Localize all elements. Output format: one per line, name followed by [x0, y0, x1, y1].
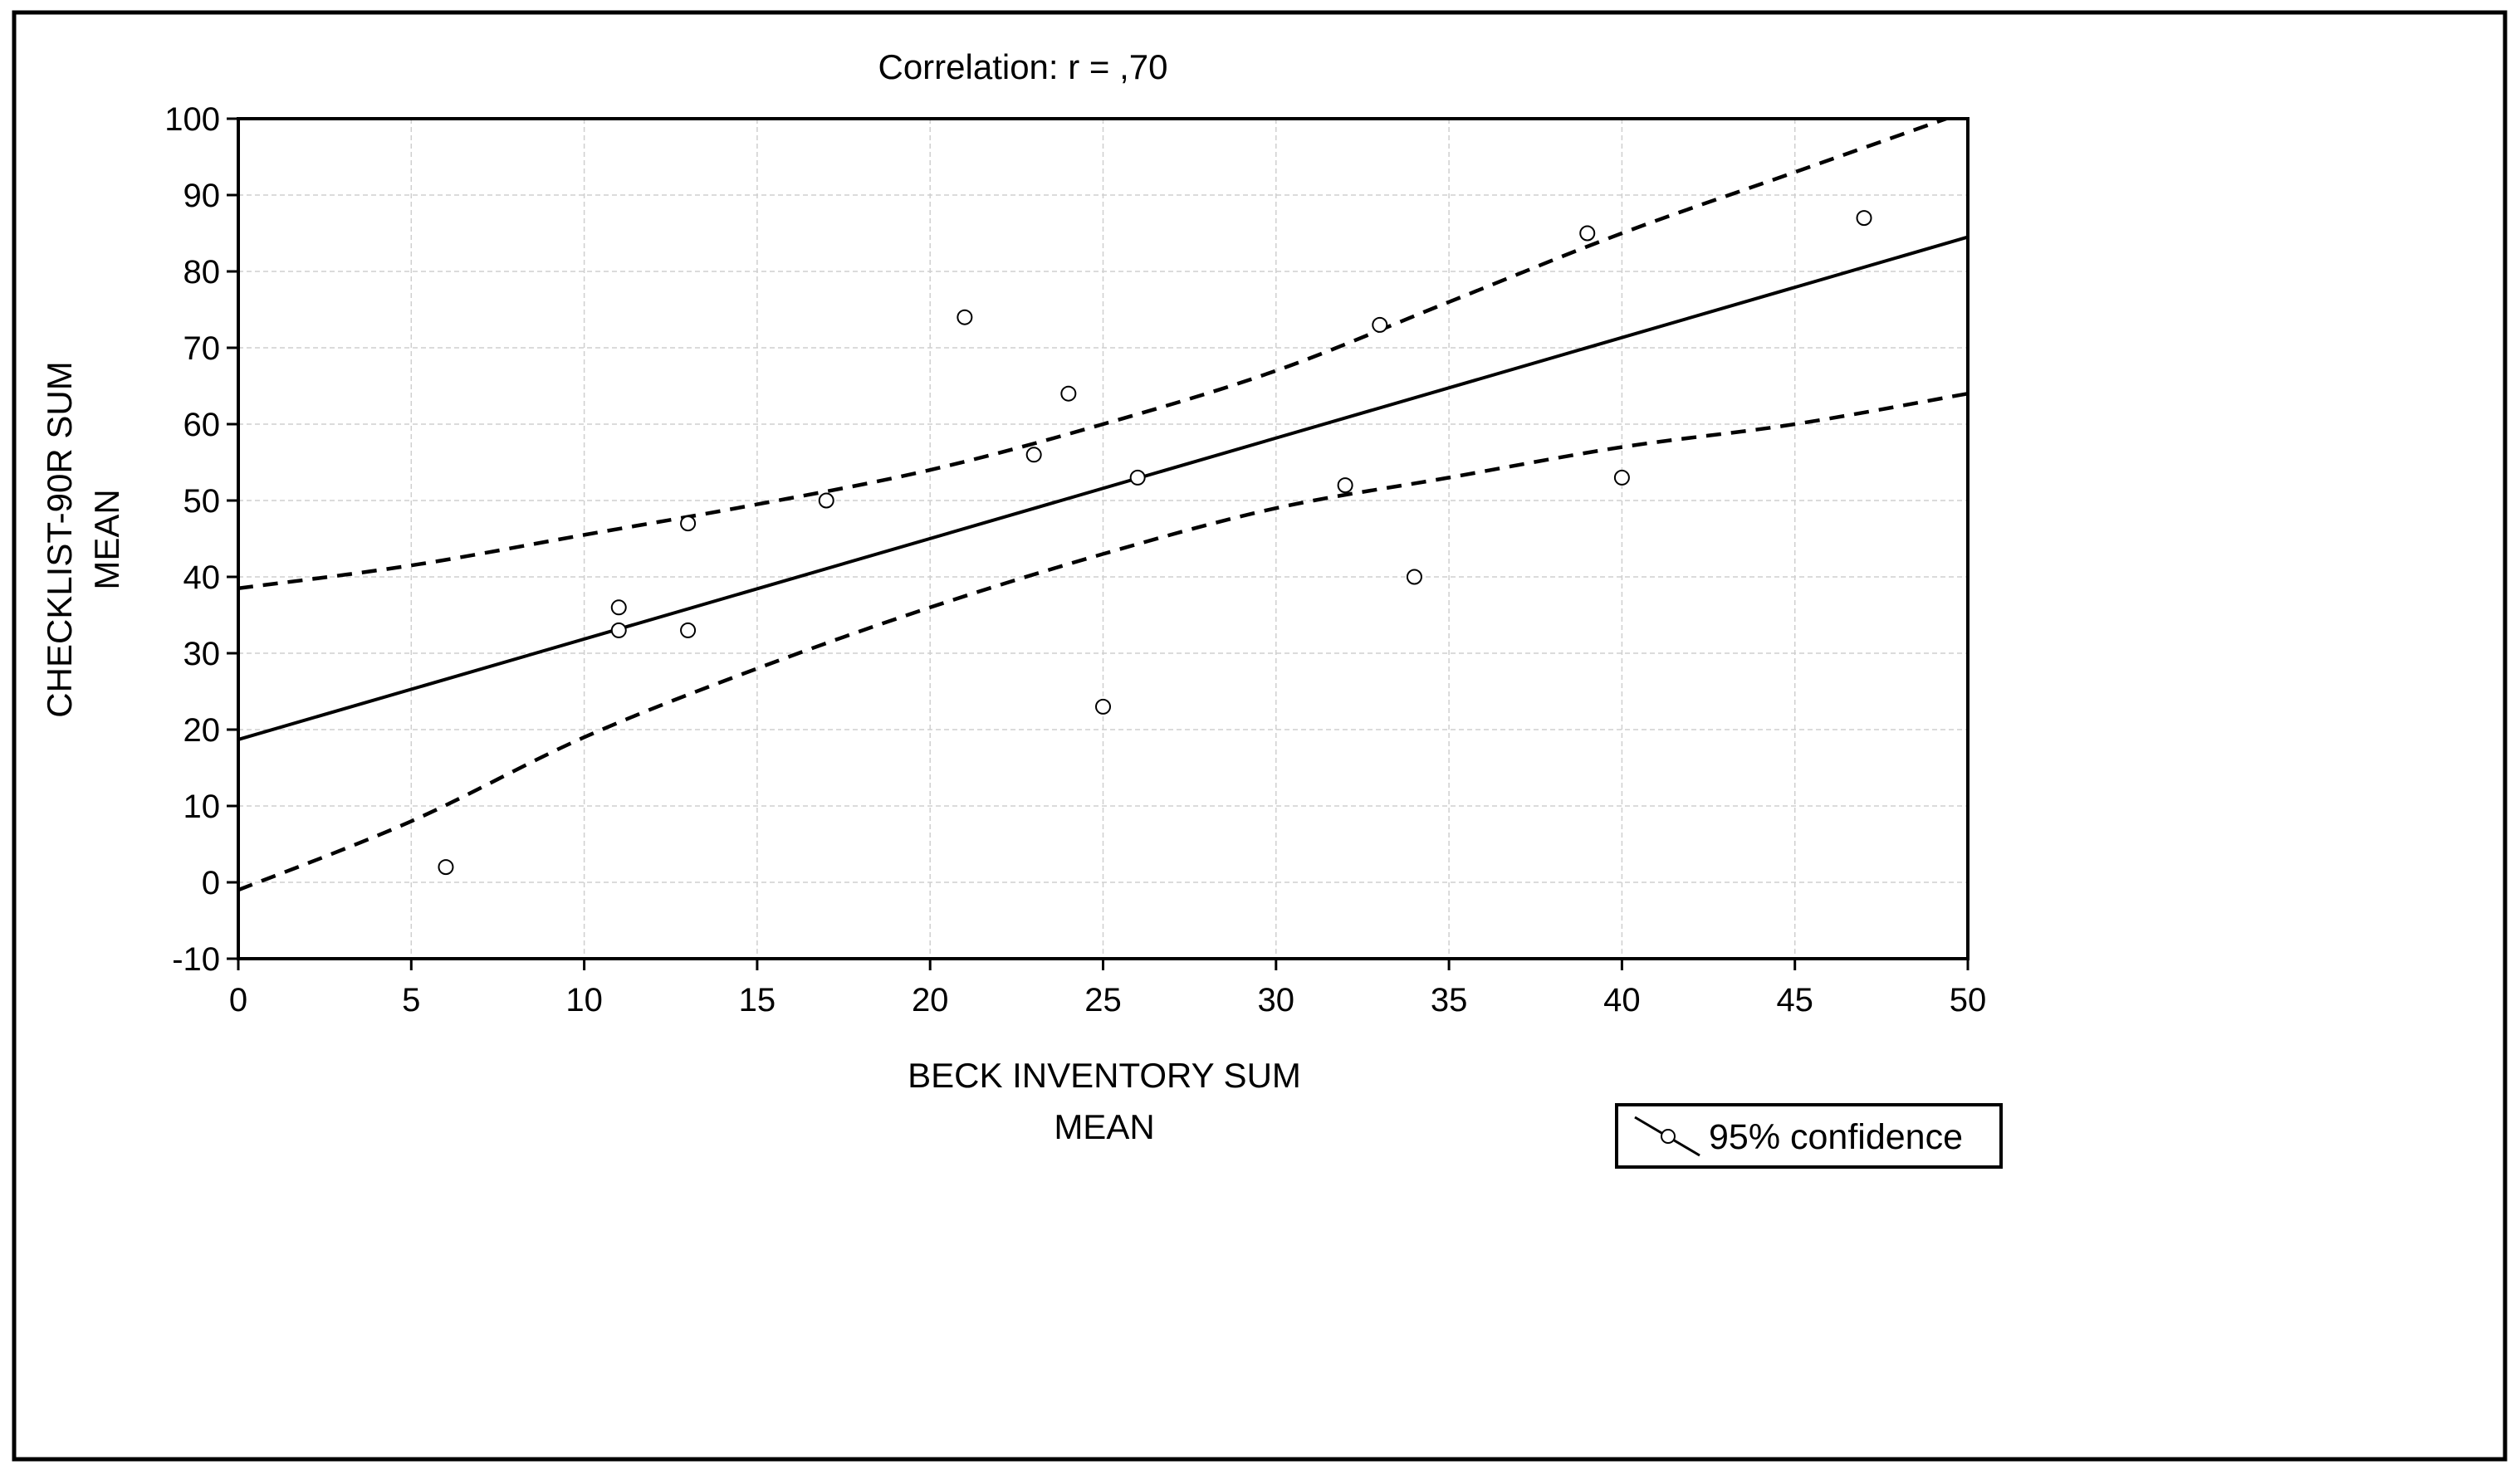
data-point-2 — [610, 622, 627, 638]
x-tick-label: 25 — [1084, 982, 1122, 1018]
y-tick-label: 40 — [183, 559, 221, 596]
grid-lines — [238, 119, 1968, 959]
data-point-5 — [818, 492, 834, 509]
y-tick-label: 80 — [183, 254, 221, 291]
x-tick-label: 40 — [1603, 982, 1641, 1018]
figure-frame — [12, 10, 2508, 1462]
x-tick-label: 30 — [1258, 982, 1295, 1018]
data-point-12 — [1372, 316, 1388, 333]
chart-title: Correlation: r = ,70 — [878, 47, 1167, 86]
y-axis-title-line-2: MEAN — [87, 489, 126, 589]
x-tick-label: 20 — [912, 982, 949, 1018]
x-tick-label: 50 — [1950, 982, 1987, 1018]
data-point-16 — [1856, 210, 1872, 227]
y-tick-label: 10 — [183, 789, 221, 825]
ci-lower-line — [238, 391, 1968, 892]
data-point-6 — [957, 309, 973, 325]
y-axis: -10 0 10 20 30 40 50 60 70 80 90 100 — [164, 101, 238, 978]
ci-upper-line — [238, 119, 1952, 591]
data-point-13 — [1406, 569, 1422, 585]
legend: 95% confidence — [1615, 1103, 2003, 1169]
data-point-10 — [1129, 469, 1146, 486]
y-tick-label: 60 — [183, 407, 221, 443]
data-point-14 — [1579, 225, 1596, 242]
x-tick-label: 0 — [229, 982, 247, 1018]
data-point-3 — [680, 515, 697, 532]
x-tick-label: 10 — [565, 982, 603, 1018]
data-point-8 — [1060, 385, 1077, 402]
x-axis: 0 5 10 15 20 25 30 35 40 45 50 — [229, 959, 1986, 1018]
y-tick-label: 30 — [183, 636, 221, 672]
y-tick-label: 70 — [183, 330, 221, 367]
data-point-4 — [680, 622, 697, 638]
y-tick-label: -10 — [172, 941, 220, 978]
x-axis-title-line-2: MEAN — [1054, 1107, 1154, 1146]
series-layer — [237, 119, 1969, 892]
y-axis-title-line-1: CHECKLIST-90R SUM — [40, 361, 79, 717]
x-tick-label: 5 — [402, 982, 420, 1018]
data-point-0 — [438, 859, 454, 876]
x-tick-label: 45 — [1776, 982, 1813, 1018]
data-point-1 — [610, 599, 627, 616]
data-point-7 — [1025, 447, 1042, 463]
y-tick-label: 100 — [164, 101, 220, 138]
legend-box — [1615, 1103, 2003, 1169]
data-point-9 — [1095, 698, 1111, 715]
legend-label: 95% confidence — [1709, 1117, 1963, 1157]
y-tick-label: 0 — [202, 865, 220, 901]
regression-line — [237, 235, 1969, 741]
data-point-11 — [1337, 477, 1353, 494]
x-tick-label: 35 — [1431, 982, 1468, 1018]
data-point-15 — [1613, 469, 1630, 486]
legend-point-symbol — [1661, 1129, 1676, 1144]
x-axis-title-line-1: BECK INVENTORY SUM — [908, 1056, 1301, 1095]
y-tick-label: 20 — [183, 712, 221, 749]
y-tick-label: 90 — [183, 178, 221, 214]
x-tick-label: 15 — [739, 982, 776, 1018]
y-tick-label: 50 — [183, 483, 221, 520]
